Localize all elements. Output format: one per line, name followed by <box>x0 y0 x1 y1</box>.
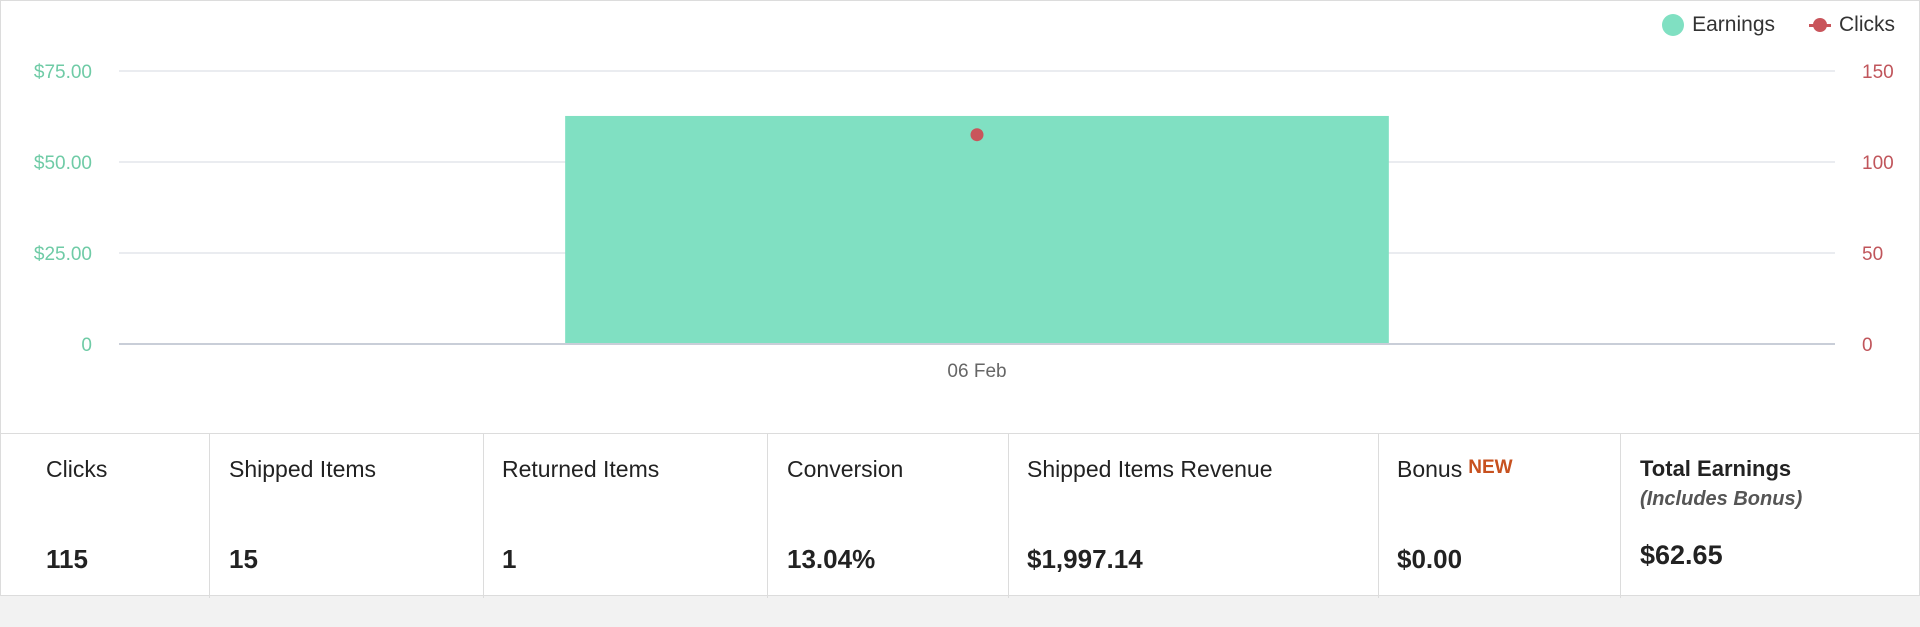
y-left-tick-label: $25.00 <box>34 244 92 265</box>
stat-shipped-items-revenue: Shipped Items Revenue $1,997.14 <box>1009 434 1379 598</box>
stats-row: Clicks 115 Shipped Items 15 Returned Ite… <box>1 433 1920 598</box>
chart-panel: 0 $25.00 $50.00 $75.00 0 50 100 150 06 Feb Earni… <box>0 0 1920 598</box>
y-left-tick-label: 0 <box>81 335 92 356</box>
clicks-legend-swatch <box>1809 14 1831 36</box>
earnings-legend-swatch <box>1662 14 1685 36</box>
stat-label-conversion: Conversion <box>787 456 904 482</box>
stat-shipped-items: Shipped Items 15 <box>210 434 484 598</box>
y-right-tick-label: 50 <box>1862 244 1883 265</box>
earnings-clicks-chart: 0 $25.00 $50.00 $75.00 0 50 100 150 06 Feb <box>34 62 1894 382</box>
stat-bonus: Bonus NEW $0.00 <box>1379 434 1621 598</box>
stat-value-bonus: $0.00 <box>1397 544 1463 574</box>
y-right-tick-label: 100 <box>1862 153 1894 174</box>
y-right-tick-label: 150 <box>1862 62 1894 83</box>
stat-label-clicks: Clicks <box>46 456 108 482</box>
stat-value-total-earnings: $62.65 <box>1640 540 1723 570</box>
clicks-point <box>970 128 984 142</box>
y-left-tick-label: $50.00 <box>34 153 92 174</box>
stat-sublabel-total-earnings: (Includes Bonus) <box>1640 488 1803 510</box>
stat-conversion: Conversion 13.04% <box>768 434 1009 598</box>
stat-label-total-earnings: Total Earnings <box>1640 456 1792 481</box>
x-tick-label: 06 Feb <box>947 361 1006 382</box>
chart-legend: Earnings Clicks <box>1662 13 1895 37</box>
earnings-bar <box>565 115 1389 343</box>
legend-item-earnings[interactable]: Earnings <box>1662 13 1775 37</box>
legend-label-earnings: Earnings <box>1692 13 1775 36</box>
stat-value-returned-items: 1 <box>502 544 517 574</box>
stat-label-bonus: Bonus <box>1397 456 1463 482</box>
stat-value-clicks: 115 <box>46 544 88 574</box>
stat-label-returned-items: Returned Items <box>502 456 660 482</box>
legend-label-clicks: Clicks <box>1839 13 1895 36</box>
stat-total-earnings: Total Earnings (Includes Bonus) $62.65 <box>1621 434 1920 598</box>
legend-item-clicks[interactable]: Clicks <box>1809 13 1895 37</box>
stat-value-conversion: 13.04% <box>787 544 876 574</box>
stat-value-shipped-items: 15 <box>229 544 258 574</box>
stat-label-shipped-items: Shipped Items <box>229 456 377 482</box>
stat-returned-items: Returned Items 1 <box>484 434 768 598</box>
y-right-tick-label: 0 <box>1862 335 1873 356</box>
y-left-tick-label: $75.00 <box>34 62 92 83</box>
stat-clicks: Clicks 115 <box>1 434 210 598</box>
stat-value-shipped-items-revenue: $1,997.14 <box>1027 544 1143 574</box>
new-badge: NEW <box>1468 457 1513 478</box>
stat-label-bonus-row: Bonus NEW <box>1397 456 1620 483</box>
stat-label-shipped-items-revenue: Shipped Items Revenue <box>1027 456 1273 482</box>
